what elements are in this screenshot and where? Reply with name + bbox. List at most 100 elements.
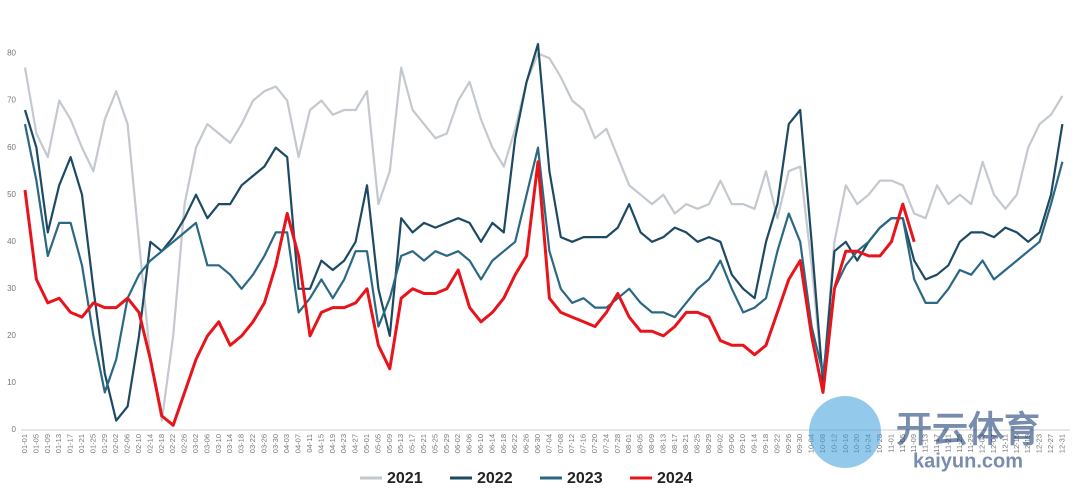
y-tick-label: 30 — [7, 284, 16, 293]
x-tick-label: 06-14 — [487, 434, 496, 453]
x-tick-label: 05-21 — [419, 434, 428, 453]
x-tick-label: 02-18 — [157, 434, 166, 453]
legend-label: 2022 — [477, 470, 513, 487]
y-tick-label: 0 — [12, 425, 17, 434]
x-tick-label: 08-17 — [670, 434, 679, 453]
series-line — [23, 160, 916, 427]
x-tick-label: 12-07 — [989, 434, 998, 453]
x-tick-label: 04-03 — [282, 434, 291, 453]
x-tick-label: 04-15 — [316, 434, 325, 453]
x-tick-label: 01-05 — [31, 434, 40, 453]
x-tick-label: 06-22 — [510, 434, 519, 453]
x-tick-label: 07-12 — [567, 434, 576, 453]
x-tick-label: 07-16 — [579, 434, 588, 453]
x-tick-label: 08-13 — [658, 434, 667, 453]
y-tick-label: 10 — [7, 378, 16, 387]
x-tick-label: 05-01 — [362, 434, 371, 453]
x-tick-label: 11-17 — [932, 434, 941, 453]
x-tick-label: 12-15 — [1012, 434, 1021, 453]
watermark-logo — [809, 396, 881, 468]
x-tick-label: 06-06 — [465, 434, 474, 453]
x-tick-label: 05-25 — [430, 434, 439, 453]
x-tick-label: 01-25 — [88, 434, 97, 453]
x-tick-label: 07-08 — [556, 434, 565, 453]
x-tick-label: 12-11 — [1000, 434, 1009, 453]
watermark: 开云体育 kaiyun.com — [809, 396, 1040, 472]
y-tick-label: 60 — [7, 143, 16, 152]
x-tick-label: 08-05 — [636, 434, 645, 453]
y-tick-label: 40 — [7, 237, 16, 246]
x-tick-label: 04-23 — [339, 434, 348, 453]
x-tick-label: 12-03 — [978, 434, 987, 453]
x-tick-label: 11-09 — [909, 434, 918, 453]
x-tick-label: 11-05 — [898, 434, 907, 453]
x-tick-label: 04-11 — [305, 434, 314, 453]
x-tick-label: 02-22 — [168, 434, 177, 453]
x-tick-label: 06-30 — [533, 434, 542, 453]
x-tick-label: 02-26 — [180, 434, 189, 453]
legend: 2021 2022 2023 2024 — [360, 470, 693, 487]
watermark-url: kaiyun.com — [913, 450, 1023, 472]
x-tick-label: 08-21 — [681, 434, 690, 453]
x-tick-label: 11-21 — [943, 434, 952, 453]
x-tick-label: 04-19 — [328, 434, 337, 453]
x-tick-label: 01-17 — [66, 434, 75, 453]
x-tick-label: 07-20 — [590, 434, 599, 453]
x-tick-label: 03-10 — [214, 434, 223, 453]
x-tick-label: 02-14 — [145, 434, 154, 453]
x-tick-label: 04-07 — [294, 434, 303, 453]
legend-label: 2023 — [567, 470, 603, 487]
x-tick-label: 07-28 — [613, 434, 622, 453]
x-tick-label: 01-01 — [20, 434, 29, 453]
x-tick-label: 11-13 — [921, 434, 930, 453]
x-tick-label: 05-13 — [396, 434, 405, 453]
x-tick-label: 09-02 — [715, 434, 724, 453]
x-tick-label: 01-09 — [43, 434, 52, 453]
x-tick-label: 04-27 — [351, 434, 360, 453]
x-tick-label: 12-27 — [1046, 434, 1055, 453]
x-tick-label: 02-02 — [111, 434, 120, 453]
x-tick-label: 03-22 — [248, 434, 257, 453]
x-tick-label: 09-18 — [761, 434, 770, 453]
x-tick-label: 01-29 — [100, 434, 109, 453]
x-tick-label: 11-29 — [966, 434, 975, 453]
y-tick-label: 50 — [7, 190, 16, 199]
x-tick-label: 03-02 — [191, 434, 200, 453]
x-tick-label: 09-06 — [727, 434, 736, 453]
x-tick-label: 02-10 — [134, 434, 143, 453]
x-tick-label: 01-13 — [54, 434, 63, 453]
x-tick-label: 11-25 — [955, 434, 964, 453]
x-tick-label: 06-10 — [476, 434, 485, 453]
x-tick-label: 08-01 — [624, 434, 633, 453]
y-tick-label: 70 — [7, 96, 16, 105]
x-tick-label: 12-31 — [1057, 434, 1066, 453]
y-tick-label: 80 — [7, 49, 16, 58]
x-tick-label: 03-18 — [237, 434, 246, 453]
x-tick-label: 07-24 — [601, 434, 610, 453]
x-tick-label: 09-26 — [784, 434, 793, 453]
x-tick-label: 08-09 — [647, 434, 656, 453]
x-tick-label: 09-14 — [750, 434, 759, 453]
x-tick-label: 05-29 — [442, 434, 451, 453]
x-tick-label: 12-19 — [1023, 434, 1032, 453]
x-tick-label: 05-17 — [408, 434, 417, 453]
x-tick-label: 05-05 — [373, 434, 382, 453]
x-tick-label: 11-01 — [886, 434, 895, 453]
x-tick-label: 06-18 — [499, 434, 508, 453]
x-tick-label: 10-28 — [875, 434, 884, 453]
x-tick-label: 09-22 — [772, 434, 781, 453]
x-tick-label: 07-04 — [544, 434, 553, 453]
x-tick-label: 08-29 — [704, 434, 713, 453]
x-tick-label: 05-09 — [385, 434, 394, 453]
series-line — [23, 52, 1064, 422]
x-tick-label: 09-30 — [795, 434, 804, 453]
x-tick-label: 08-25 — [693, 434, 702, 453]
x-tick-label: 03-06 — [202, 434, 211, 453]
series-line — [23, 123, 1064, 394]
x-tick-label: 01-21 — [77, 434, 86, 453]
y-tick-label: 20 — [7, 331, 16, 340]
x-tick-label: 09-10 — [738, 434, 747, 453]
x-tick-label: 03-30 — [271, 434, 280, 453]
legend-label: 2024 — [657, 470, 693, 487]
